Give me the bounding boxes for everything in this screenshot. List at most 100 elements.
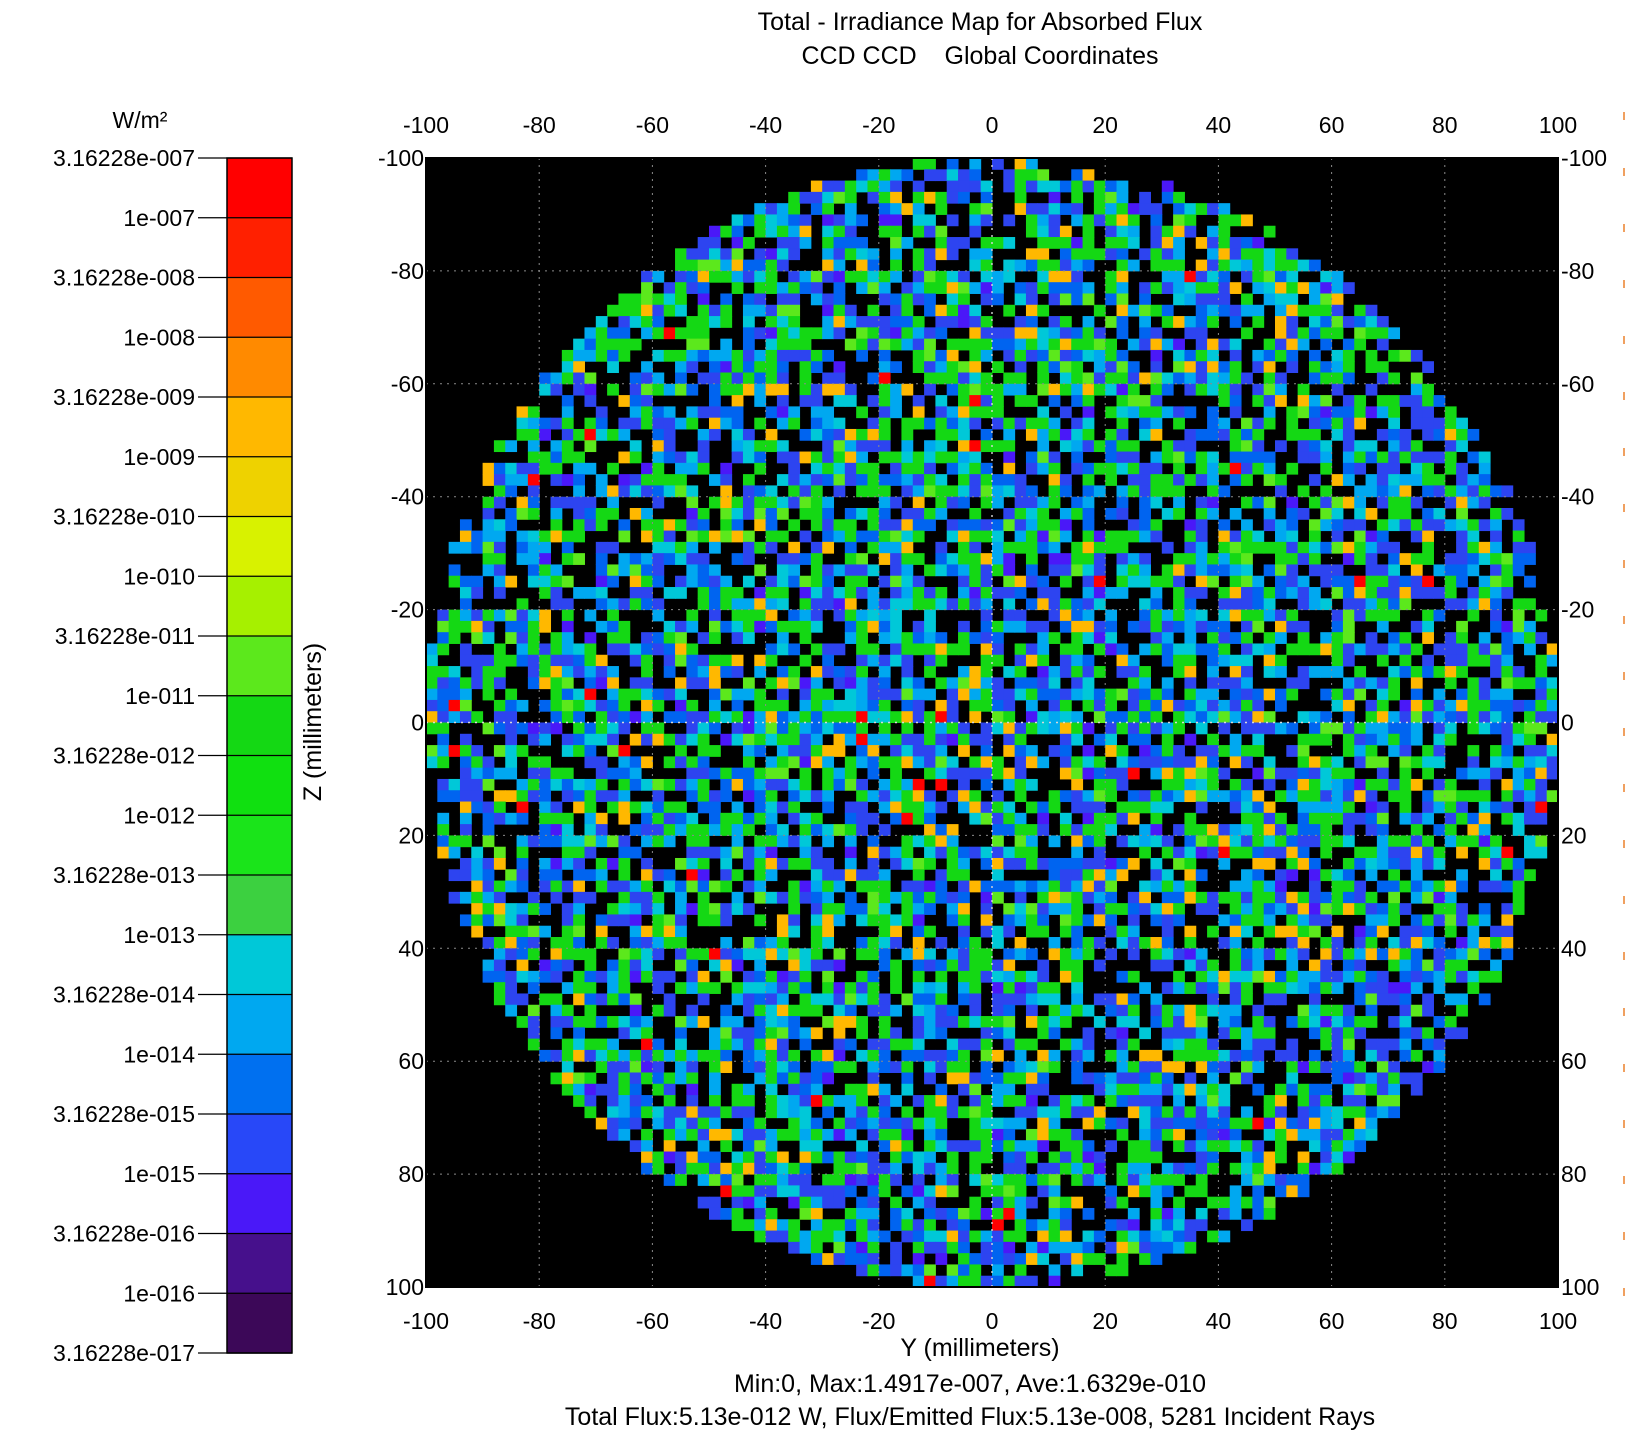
heatmap-cell — [1173, 666, 1185, 678]
heatmap-cell — [1410, 880, 1423, 893]
heatmap-cell — [1116, 1016, 1129, 1028]
heatmap-cell — [1161, 575, 1174, 588]
heatmap-cell — [935, 1083, 948, 1096]
heatmap-cell — [1546, 767, 1559, 780]
heatmap-cell — [1444, 496, 1457, 509]
heatmap-cell — [1218, 846, 1231, 859]
heatmap-cell — [1161, 383, 1174, 396]
heatmap-cell — [1365, 1038, 1378, 1051]
heatmap-cell — [1399, 711, 1412, 723]
heatmap-cell — [720, 417, 733, 430]
heatmap-cell — [867, 507, 880, 520]
heatmap-cell — [618, 1072, 631, 1085]
heatmap-cell — [788, 349, 801, 362]
heatmap-cell — [641, 530, 653, 543]
heatmap-cell — [1275, 846, 1287, 859]
heatmap-cell — [980, 756, 993, 769]
heatmap-cell — [788, 857, 801, 870]
heatmap-cell — [1512, 530, 1525, 543]
colorbar-tick-label: 3.16228e-013 — [53, 862, 195, 888]
heatmap-cell — [493, 564, 506, 577]
heatmap-cell — [550, 812, 563, 825]
heatmap-cell — [1399, 598, 1412, 611]
heatmap-cell — [448, 666, 461, 678]
heatmap-cell — [1025, 462, 1038, 475]
heatmap-cell — [1037, 666, 1050, 678]
heatmap-cell — [822, 880, 835, 893]
heatmap-cell — [1037, 304, 1050, 317]
heatmap-cell — [924, 383, 936, 396]
heatmap-cell — [1161, 914, 1174, 927]
heatmap-cell — [1093, 880, 1106, 893]
heatmap-cell — [1376, 948, 1389, 961]
heatmap-cell — [1263, 282, 1276, 294]
heatmap-cell — [935, 643, 948, 656]
heatmap-cell — [867, 620, 880, 633]
heatmap-cell — [1037, 214, 1050, 227]
heatmap-cell — [1116, 237, 1129, 249]
heatmap-cell — [765, 406, 778, 419]
heatmap-cell — [833, 733, 846, 746]
heatmap-cell — [1241, 541, 1253, 554]
heatmap-cell — [1252, 1004, 1265, 1017]
heatmap-cell — [1252, 530, 1265, 543]
heatmap-cell — [822, 699, 835, 712]
heatmap-cell — [1082, 225, 1095, 238]
heatmap-cell — [652, 824, 665, 836]
heatmap-cell — [856, 1016, 868, 1028]
heatmap-cell — [1059, 564, 1072, 577]
heatmap-cell — [1275, 812, 1287, 825]
heatmap-cell — [1037, 496, 1050, 509]
heatmap-cell — [1365, 745, 1378, 757]
heatmap-cell — [890, 259, 902, 272]
heatmap-cell — [1308, 1004, 1321, 1017]
heatmap-cell — [1410, 587, 1423, 599]
heatmap-cell — [720, 688, 733, 701]
heatmap-cell — [426, 666, 438, 678]
heatmap-cell — [1116, 812, 1129, 825]
heatmap-cell — [1342, 824, 1355, 836]
heatmap-cell — [1105, 237, 1118, 249]
heatmap-cell — [1308, 790, 1321, 803]
heatmap-cell — [1354, 598, 1367, 611]
heatmap-cell — [799, 349, 812, 362]
heatmap-cell — [1365, 451, 1378, 464]
heatmap-cell — [1116, 1027, 1129, 1040]
heatmap-cell — [980, 970, 993, 983]
heatmap-cell — [1025, 801, 1038, 814]
heatmap-cell — [652, 327, 665, 340]
heatmap-cell — [878, 677, 891, 690]
heatmap-cell — [584, 417, 597, 430]
heatmap-cell — [697, 778, 710, 791]
heatmap-cell — [1320, 1016, 1333, 1028]
heatmap-cell — [493, 937, 506, 949]
heatmap-cell — [992, 519, 1004, 532]
heatmap-cell — [856, 1049, 868, 1062]
heatmap-cell — [935, 169, 948, 182]
heatmap-cell — [833, 293, 846, 306]
colorbar-segment — [227, 1233, 292, 1294]
heatmap-cell — [810, 959, 823, 972]
heatmap-cell — [1116, 406, 1129, 419]
heatmap-cell — [754, 767, 767, 780]
heatmap-cell — [1014, 169, 1027, 182]
heatmap-cell — [1331, 575, 1344, 588]
heatmap-cell — [776, 383, 789, 396]
heatmap-cell — [856, 620, 868, 633]
heatmap-cell — [618, 948, 631, 961]
heatmap-cell — [1184, 440, 1197, 453]
heatmap-cell — [1410, 857, 1423, 870]
heatmap-cell — [539, 925, 552, 938]
heatmap-cell — [1195, 237, 1208, 249]
heatmap-cell — [1218, 304, 1231, 317]
heatmap-cell — [742, 304, 755, 317]
heatmap-cell — [1297, 745, 1310, 757]
heatmap-cell — [561, 677, 574, 690]
heatmap-cell — [584, 801, 597, 814]
heatmap-cell — [607, 937, 619, 949]
heatmap-cell — [459, 869, 472, 882]
heatmap-cell — [675, 587, 687, 599]
heatmap-cell — [527, 835, 540, 848]
heatmap-cell — [1354, 880, 1367, 893]
heatmap-cell — [754, 790, 767, 803]
